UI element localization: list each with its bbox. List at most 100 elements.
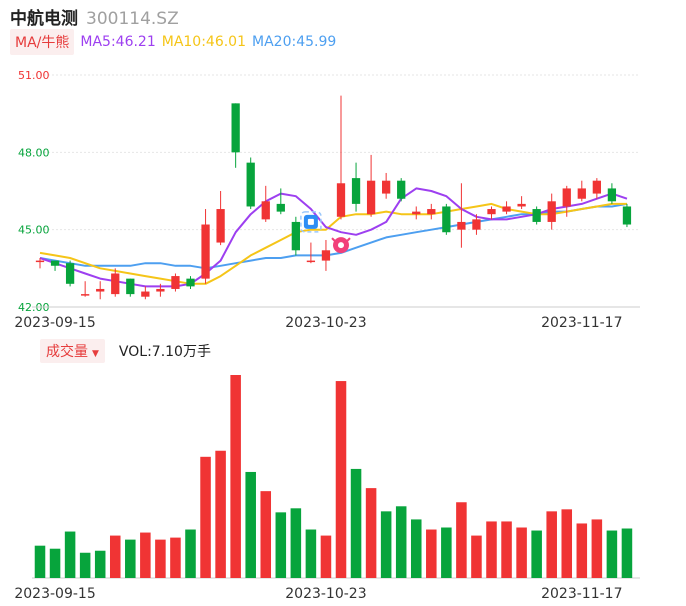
x-tick-label: 2023-09-15 — [14, 315, 95, 331]
ma20-line — [39, 202, 628, 270]
ma5-line — [39, 187, 628, 288]
volume-bar — [200, 456, 211, 578]
volume-bar — [125, 539, 136, 578]
candle-body — [291, 221, 300, 251]
volume-bar — [335, 381, 347, 578]
candle-body — [65, 263, 75, 284]
bull-marker-face — [338, 242, 344, 249]
candle-body — [577, 188, 586, 199]
volume-bar — [516, 527, 527, 578]
volume-value: VOL:7.10万手 — [118, 344, 211, 360]
x-tick-label: 2023-11-17 — [541, 315, 622, 331]
volume-x-tick-label: 2023-09-15 — [14, 586, 95, 602]
volume-bar — [140, 532, 151, 578]
volume-bar — [380, 511, 392, 578]
candle-body — [261, 201, 270, 220]
ma-legend: MA/牛熊 MA5:46.21 MA10:46.01 MA20:45.99 — [10, 29, 337, 55]
candle-body — [50, 260, 60, 266]
volume-bar — [501, 521, 512, 578]
volume-bar — [471, 535, 482, 578]
volume-bar — [591, 519, 603, 578]
stock-name: 中航电测 — [10, 9, 78, 29]
volume-toggle-label: 成交量 — [46, 344, 88, 360]
volume-bar — [561, 509, 573, 578]
volume-bar — [546, 511, 557, 578]
volume-bar — [170, 537, 181, 578]
candle-body — [126, 278, 135, 295]
volume-bar — [245, 471, 256, 578]
volume-bar — [410, 519, 422, 578]
volume-bar — [275, 512, 287, 578]
candle-body — [547, 201, 556, 222]
candle-body — [412, 211, 421, 215]
y-tick-label: 48.00 — [18, 146, 50, 159]
y-tick-label: 51.00 — [18, 69, 50, 82]
volume-bar — [426, 529, 437, 578]
volume-bar — [64, 531, 76, 578]
candle-body — [216, 209, 225, 243]
ma10-legend: MA10:46.01 — [161, 34, 247, 50]
volume-bar — [155, 539, 166, 578]
volume-bar — [260, 491, 272, 578]
volume-bar — [305, 529, 317, 578]
stock-code: 300114.SZ — [86, 9, 179, 29]
candle-body — [186, 278, 195, 287]
volume-bar — [215, 450, 226, 578]
volume-bar — [79, 552, 91, 578]
candle-body — [382, 180, 391, 194]
stock-header: 中航电测 300114.SZ — [10, 4, 179, 29]
volume-bar — [320, 535, 332, 578]
candle-body — [246, 162, 255, 207]
bull-marker-icon — [331, 237, 351, 254]
candle-body — [592, 180, 601, 194]
volume-bar — [34, 545, 46, 578]
candle-body — [201, 224, 210, 279]
candle-body — [622, 206, 632, 225]
volume-bar — [456, 502, 467, 578]
volume-bar — [486, 521, 497, 578]
candle-body — [96, 288, 105, 292]
bull-marker-horns — [331, 237, 351, 243]
volume-x-tick-label: 2023-11-17 — [541, 586, 622, 602]
volume-bar — [395, 506, 407, 578]
volume-header: 成交量 ▼ VOL:7.10万手 — [40, 339, 211, 363]
candle-body — [472, 219, 481, 230]
candle-body — [366, 180, 376, 215]
candle-body — [532, 209, 541, 222]
candle-body — [306, 260, 316, 263]
candle-body — [171, 276, 180, 289]
eye-marker-icon — [300, 211, 322, 233]
candle-body — [487, 209, 496, 215]
candle-body — [231, 103, 240, 153]
volume-bar — [350, 468, 362, 578]
volume-bar — [94, 550, 106, 578]
candle-body — [442, 206, 451, 233]
candle-body — [397, 180, 406, 199]
candle-body — [517, 203, 526, 207]
ma20-legend: MA20:45.99 — [252, 34, 337, 50]
candle-body — [502, 206, 511, 212]
candle-body — [35, 260, 45, 263]
ma-toggle-button[interactable]: MA/牛熊 — [10, 29, 75, 55]
ma5-legend: MA5:46.21 — [80, 34, 156, 50]
candle-body — [321, 250, 331, 261]
volume-bar — [531, 530, 542, 578]
volume-bar — [365, 488, 377, 578]
volume-bar — [230, 375, 241, 578]
eye-marker-frame — [300, 211, 322, 233]
candle-body — [427, 209, 436, 215]
candle-body — [276, 203, 285, 212]
volume-bar — [49, 548, 61, 578]
volume-bar — [185, 529, 196, 578]
candle-body — [141, 291, 150, 297]
candle-body — [156, 288, 165, 292]
volume-x-tick-label: 2023-10-23 — [285, 586, 366, 602]
caret-down-icon: ▼ — [92, 349, 99, 359]
volume-bar — [441, 527, 452, 578]
candle-body — [351, 178, 361, 204]
candle-body — [607, 188, 617, 202]
volume-toggle-button[interactable]: 成交量 ▼ — [40, 339, 105, 363]
candle-body — [81, 294, 90, 296]
volume-bar — [290, 508, 302, 578]
